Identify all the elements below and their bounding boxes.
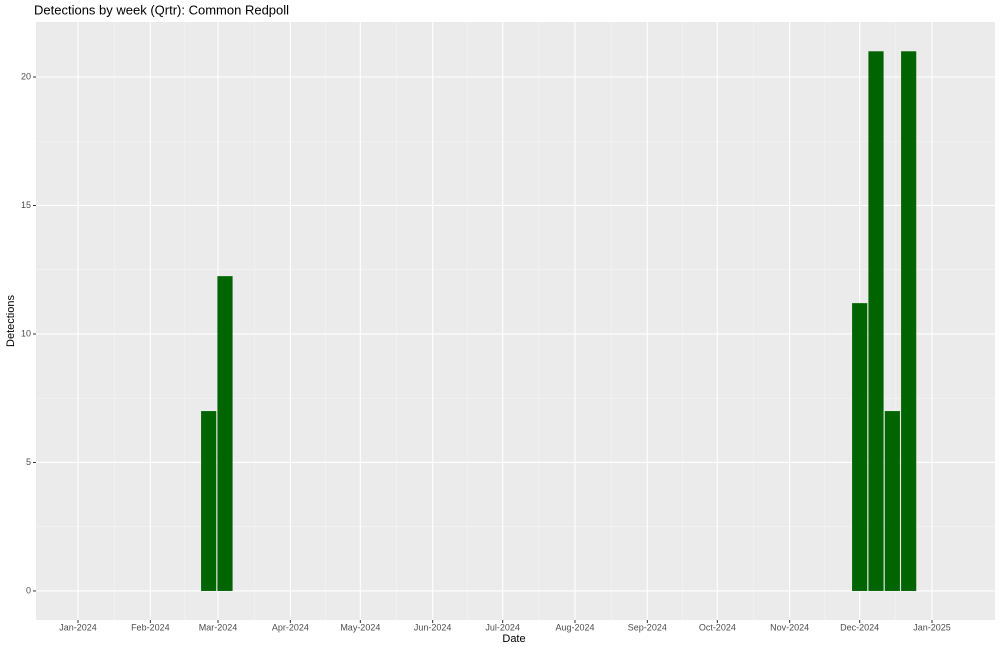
bar xyxy=(901,51,917,591)
x-tick-label: Apr-2024 xyxy=(272,622,309,632)
y-tick-label: 15 xyxy=(21,200,31,210)
y-tick-label: 20 xyxy=(21,71,31,81)
x-tick-label: Sep-2024 xyxy=(628,622,667,632)
x-tick-label: Oct-2024 xyxy=(699,622,736,632)
x-tick-label: May-2024 xyxy=(340,622,380,632)
x-tick-label: Feb-2024 xyxy=(131,622,170,632)
y-tick-label: 10 xyxy=(21,328,31,338)
x-tick-label: Nov-2024 xyxy=(770,622,809,632)
x-tick-label: Jun-2024 xyxy=(414,622,452,632)
bar xyxy=(217,276,233,591)
x-tick-label: Jan-2024 xyxy=(59,622,97,632)
panel xyxy=(36,22,995,620)
x-tick-label: Jul-2024 xyxy=(485,622,520,632)
x-tick-label: Jan-2025 xyxy=(913,622,951,632)
bar xyxy=(884,411,900,591)
x-tick-label: Aug-2024 xyxy=(555,622,594,632)
chart-title: Detections by week (Qrtr): Common Redpol… xyxy=(34,2,289,17)
bar xyxy=(201,411,217,591)
x-tick-label: Dec-2024 xyxy=(840,622,879,632)
y-tick-label: 0 xyxy=(26,585,31,595)
bar xyxy=(852,303,868,591)
x-tick-label: Mar-2024 xyxy=(199,622,238,632)
y-axis-label: Detections xyxy=(5,295,17,347)
x-axis-label: Date xyxy=(502,633,525,645)
bar xyxy=(868,51,884,591)
y-tick-label: 5 xyxy=(26,457,31,467)
